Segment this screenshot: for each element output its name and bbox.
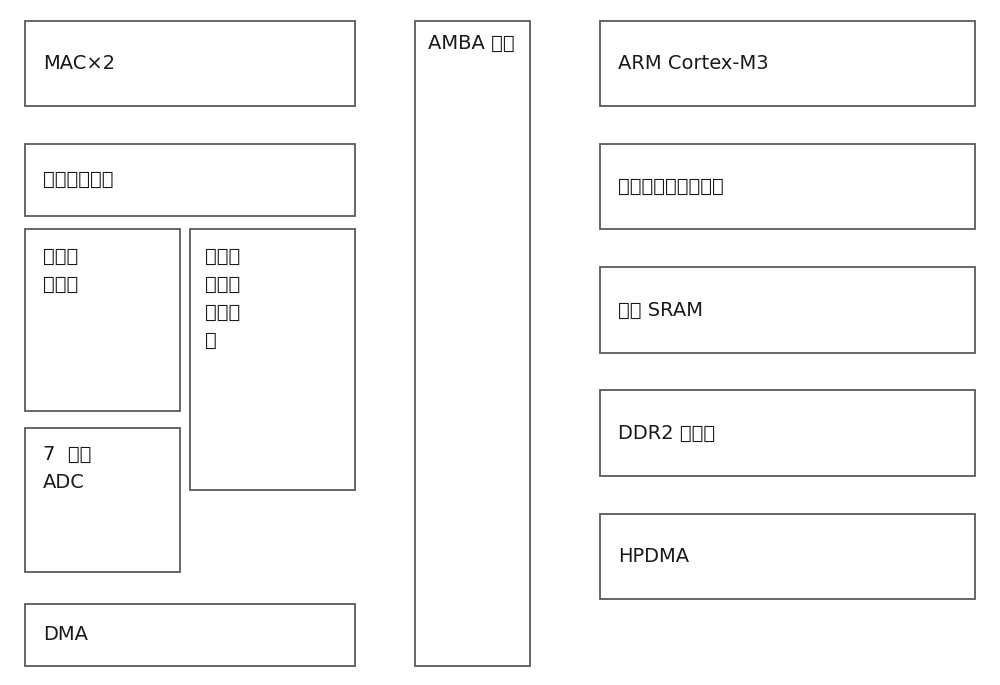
FancyBboxPatch shape: [600, 390, 975, 476]
FancyBboxPatch shape: [25, 428, 180, 572]
FancyBboxPatch shape: [600, 267, 975, 353]
FancyBboxPatch shape: [190, 229, 355, 490]
Text: AMBA 总线: AMBA 总线: [428, 34, 515, 53]
Text: HPDMA: HPDMA: [618, 547, 689, 566]
FancyBboxPatch shape: [25, 604, 355, 666]
Text: ARM Cortex-M3: ARM Cortex-M3: [618, 54, 769, 73]
Text: 电能质
量参数
计算模
块: 电能质 量参数 计算模 块: [205, 247, 240, 349]
Text: 片内 SRAM: 片内 SRAM: [618, 301, 703, 319]
FancyBboxPatch shape: [25, 21, 355, 106]
FancyBboxPatch shape: [600, 21, 975, 106]
Text: MAC×2: MAC×2: [43, 54, 115, 73]
Text: 片内非易失性存储器: 片内非易失性存储器: [618, 177, 724, 196]
Text: DDR2 控制器: DDR2 控制器: [618, 424, 715, 443]
FancyBboxPatch shape: [600, 144, 975, 229]
Text: DMA: DMA: [43, 625, 88, 645]
Text: 采集控
制模块: 采集控 制模块: [43, 247, 78, 294]
FancyBboxPatch shape: [415, 21, 530, 666]
FancyBboxPatch shape: [25, 229, 180, 411]
FancyBboxPatch shape: [600, 514, 975, 599]
FancyBboxPatch shape: [25, 144, 355, 216]
Text: 各类外设接口: 各类外设接口: [43, 171, 114, 189]
Text: 7  通道
ADC: 7 通道 ADC: [43, 445, 91, 493]
